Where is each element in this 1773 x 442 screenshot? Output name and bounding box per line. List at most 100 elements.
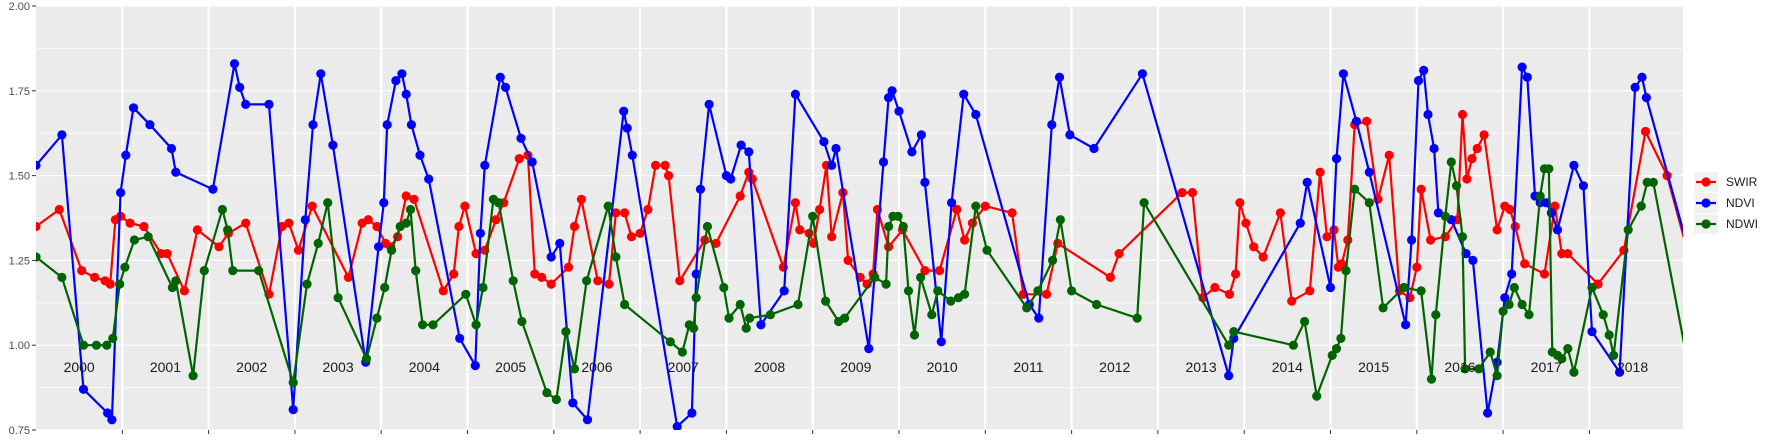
swir-point — [1472, 143, 1482, 154]
ndvi-point — [455, 333, 465, 343]
legend-ndvi-dot — [1701, 198, 1711, 208]
ndwi-point — [380, 282, 390, 293]
ndwi-point — [1399, 282, 1409, 293]
ndvi-point — [107, 415, 117, 425]
ndvi-point — [145, 120, 155, 130]
swir-point — [514, 154, 524, 164]
ndvi-point — [672, 422, 682, 430]
swir-point — [827, 232, 837, 242]
ndvi-point — [397, 69, 407, 79]
year-label: 2013 — [1185, 359, 1216, 375]
ndwi-point — [719, 282, 729, 293]
ndvi-point — [475, 228, 485, 238]
swir-point — [1714, 239, 1723, 248]
ndvi-point — [1630, 82, 1640, 92]
ndwi-point — [418, 320, 428, 330]
ndwi-point — [1569, 367, 1579, 377]
swir-point — [1241, 218, 1251, 228]
ndwi-point — [1336, 333, 1346, 343]
ndvi-point — [1034, 313, 1044, 323]
year-label: 2001 — [150, 359, 181, 375]
ndvi-point — [695, 184, 706, 194]
ndvi-point — [1637, 72, 1647, 82]
swir-point — [664, 171, 674, 181]
ndwi-point — [1648, 177, 1658, 187]
ndwi-point — [620, 299, 630, 310]
ndvi-point — [887, 86, 897, 96]
ndvi-point — [726, 174, 736, 184]
ndvi-point — [1325, 282, 1336, 293]
swir-point — [1412, 262, 1422, 272]
ndwi-point — [884, 221, 894, 232]
ndwi-point — [893, 211, 903, 221]
ndvi-point — [831, 143, 841, 154]
legend-swir-dot — [1701, 177, 1711, 187]
swir-point — [36, 221, 41, 232]
ndvi-point — [527, 157, 537, 167]
year-label: 2011 — [1013, 359, 1043, 375]
ndvi-point — [756, 320, 766, 330]
ndvi-point — [790, 89, 801, 99]
swir-point — [795, 225, 805, 235]
ndwi-point — [582, 276, 592, 286]
ndwi-point — [1132, 313, 1142, 323]
ndwi-point — [120, 262, 130, 272]
swir-point — [546, 279, 556, 289]
year-label: 2012 — [1099, 359, 1130, 375]
swir-point — [1114, 249, 1124, 259]
ndvi-point — [555, 238, 565, 248]
swir-point — [660, 160, 670, 170]
ndwi-point — [1312, 391, 1322, 401]
swir-point — [343, 272, 353, 282]
swir-point — [1105, 272, 1115, 282]
ndwi-point — [372, 313, 382, 323]
swir-point — [1505, 204, 1515, 215]
ndwi-point — [665, 337, 675, 347]
swir-point — [843, 255, 853, 265]
year-label: 2006 — [581, 359, 612, 375]
ndwi-point — [361, 354, 372, 364]
swir-point — [125, 218, 135, 228]
ndwi-point — [217, 204, 227, 215]
swir-point — [139, 221, 149, 232]
ndvi-point — [495, 72, 505, 82]
swir-point — [1315, 167, 1325, 177]
ndwi-point — [603, 201, 613, 211]
axis-layer: 0.75 1.00 1.25 1.50 1.75 2.00 2000 2001 2002 2003… — [9, 1, 1649, 437]
ndwi-point — [870, 272, 880, 282]
ndwi-point — [1623, 225, 1633, 235]
year-label: 2018 — [1617, 359, 1648, 375]
ndvi-point — [959, 89, 969, 99]
ndwi-point — [1498, 306, 1508, 316]
swir-point — [1700, 283, 1709, 292]
swir-point — [569, 221, 580, 232]
ndwi-point — [569, 364, 580, 374]
ndwi-point — [129, 235, 139, 245]
ndvi-point — [128, 103, 139, 113]
y-tick-label: 0.75 — [9, 425, 30, 437]
swir-point — [537, 272, 547, 282]
ndwi-point — [1741, 344, 1750, 353]
ndwi-point — [724, 313, 734, 323]
swir-point — [952, 204, 962, 215]
ndvi-point — [1364, 167, 1374, 177]
swir-point — [1258, 252, 1268, 262]
ndwi-point — [909, 330, 920, 340]
swir-point — [1235, 198, 1245, 208]
ndwi-point — [1598, 310, 1608, 320]
swir-point — [363, 215, 373, 225]
ndvi-point — [36, 160, 41, 170]
swir-point — [77, 266, 87, 276]
ndvi-point — [1401, 320, 1411, 330]
year-label: 2005 — [495, 359, 526, 375]
ndwi-point — [1451, 181, 1462, 191]
ndvi-point — [1089, 143, 1099, 154]
ndwi-point — [1364, 198, 1374, 208]
ndwi-point — [428, 320, 438, 330]
swir-point — [372, 221, 382, 232]
ndwi-point — [898, 221, 908, 232]
ndvi-point — [78, 384, 89, 394]
ndwi-point — [1563, 344, 1573, 354]
swir-point — [1640, 126, 1651, 137]
ndwi-point — [1092, 299, 1102, 310]
